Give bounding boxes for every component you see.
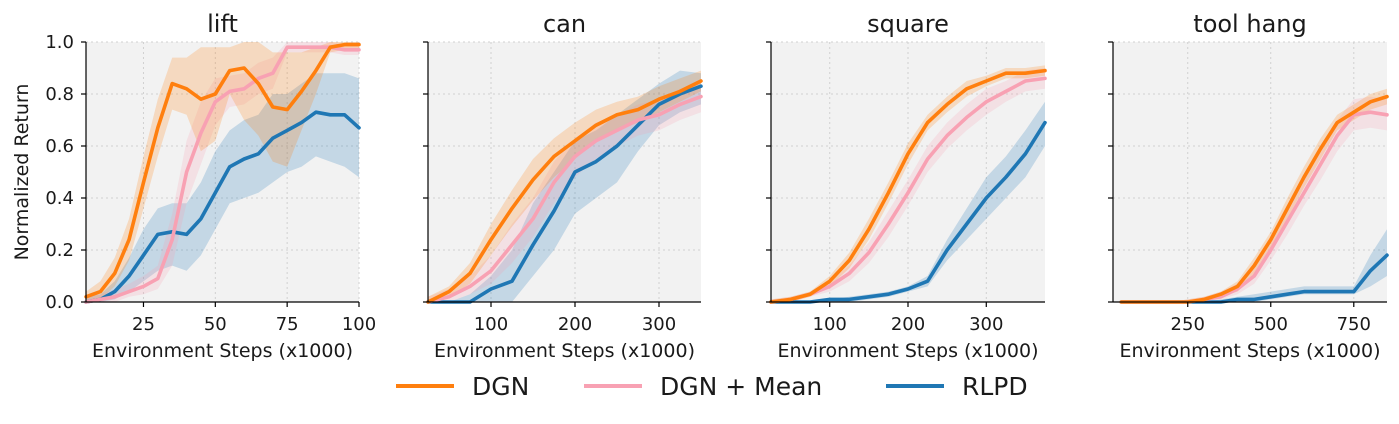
band-dgn-mean-tool-hang xyxy=(1121,96,1387,302)
line-dgn-lift xyxy=(84,42,361,299)
y-tick-label-lift: 0.2 xyxy=(45,240,74,261)
x-tick-label-square: 300 xyxy=(969,314,1003,335)
line-dgn-mean-lift xyxy=(84,45,361,304)
legend-label-rlpd: RLPD xyxy=(962,372,1028,401)
line-dgn-can xyxy=(426,79,703,304)
x-tick-label-square: 200 xyxy=(891,314,925,335)
x-tick-label-lift: 25 xyxy=(132,314,155,335)
x-axis-label-tool-hang: Environment Steps (x1000) xyxy=(1120,340,1381,362)
x-tick-label-can: 100 xyxy=(474,314,508,335)
panel-title-can: can xyxy=(543,10,586,38)
legend-item-dgn: DGN xyxy=(396,372,529,401)
y-tick-label-lift: 0.4 xyxy=(45,188,74,209)
x-tick-label-tool-hang: 750 xyxy=(1337,314,1371,335)
panel-tool-hang: 250 500 750 tool hang Environment Steps (x10… xyxy=(1108,10,1389,362)
line-rlpd-can xyxy=(426,84,703,304)
panel-title-tool-hang: tool hang xyxy=(1193,10,1306,38)
y-tick-label-lift: 1.0 xyxy=(45,32,74,53)
panel-title-lift: lift xyxy=(207,10,238,38)
legend-item-rlpd: RLPD xyxy=(886,372,1028,401)
band-dgn-mean-square xyxy=(771,68,1045,302)
x-axis-label-can: Environment Steps (x1000) xyxy=(434,340,695,362)
legend-item-dgn-mean: DGN + Mean xyxy=(584,372,822,401)
y-tick-label-lift: 0.0 xyxy=(45,292,74,313)
y-tick-label-lift: 0.6 xyxy=(45,136,74,157)
x-tick-label-tool-hang: 500 xyxy=(1254,314,1288,335)
line-dgn-square xyxy=(769,68,1047,304)
x-tick-label-can: 300 xyxy=(642,314,676,335)
line-dgn-mean-can xyxy=(426,94,703,304)
legend-label-dgn: DGN xyxy=(472,372,529,401)
x-axis-label-square: Environment Steps (x1000) xyxy=(778,340,1039,362)
panel-square: 100 200 300 square Environment Steps (x1000) xyxy=(766,10,1047,362)
panel-lift: 25 50 75 100 0.0 0.2 0.4 0.6 0.8 1.0 lift Environme… xyxy=(11,10,376,362)
x-tick-label-square: 100 xyxy=(813,314,847,335)
band-rlpd-square xyxy=(771,101,1045,302)
y-axis-label-lift: Normalized Return xyxy=(11,84,33,261)
x-tick-label-can: 200 xyxy=(558,314,592,335)
x-tick-label-lift: 100 xyxy=(342,314,376,335)
legend-label-dgn-mean: DGN + Mean xyxy=(660,372,822,401)
panel-title-square: square xyxy=(867,10,949,38)
x-axis-label-lift: Environment Steps (x1000) xyxy=(92,340,353,362)
plot-area-tool-hang xyxy=(1113,42,1387,302)
band-dgn-mean-lift xyxy=(86,42,359,302)
line-rlpd-square xyxy=(769,120,1047,304)
x-tick-label-lift: 50 xyxy=(204,314,227,335)
y-tick-label-lift: 0.8 xyxy=(45,84,74,105)
band-dgn-can xyxy=(428,70,701,302)
line-rlpd-lift xyxy=(84,110,361,304)
x-tick-label-lift: 75 xyxy=(276,314,299,335)
band-dgn-tool-hang xyxy=(1121,88,1387,302)
band-dgn-mean-can xyxy=(428,81,701,302)
legend: DGN DGN + Mean RLPD xyxy=(396,372,1028,401)
x-tick-label-tool-hang: 250 xyxy=(1171,314,1205,335)
panel-can: 100 200 300 can Environment Steps (x1000) xyxy=(423,10,703,362)
